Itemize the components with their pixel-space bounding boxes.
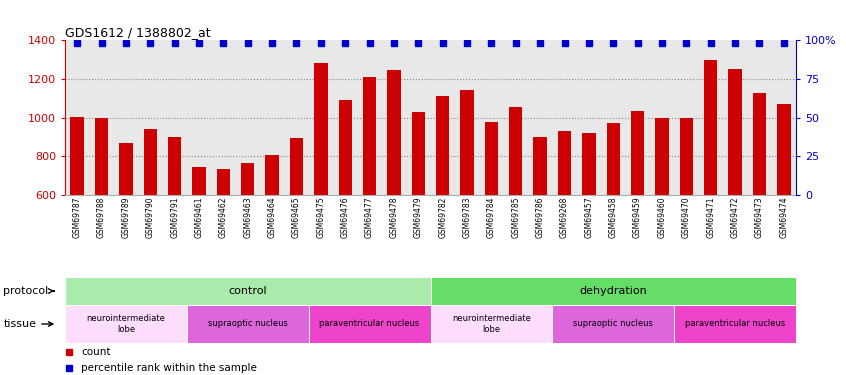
Bar [65,305,187,343]
Bar [266,155,279,195]
Bar [192,168,206,195]
Bar [534,137,547,195]
Bar [656,117,668,195]
Bar [777,104,790,195]
Bar [119,143,133,195]
Bar [217,169,230,195]
Text: neurointermediate
lobe: neurointermediate lobe [452,314,530,334]
Bar [290,138,303,195]
Text: paraventricular nucleus: paraventricular nucleus [320,320,420,328]
Bar [679,117,693,195]
Text: percentile rank within the sample: percentile rank within the sample [81,363,257,373]
Bar [460,90,474,195]
Text: control: control [228,286,267,296]
Text: dehydration: dehydration [580,286,647,296]
Bar [387,70,401,195]
Bar [631,111,645,195]
Text: GDS1612 / 1388802_at: GDS1612 / 1388802_at [65,26,211,39]
Text: supraoptic nucleus: supraoptic nucleus [574,320,653,328]
Bar [582,133,596,195]
Bar [363,77,376,195]
Text: tissue: tissue [3,319,52,329]
Bar [728,69,742,195]
Bar [95,118,108,195]
Bar [485,122,498,195]
Bar [436,96,449,195]
Text: neurointermediate
lobe: neurointermediate lobe [86,314,165,334]
Bar [241,163,255,195]
Bar [412,112,425,195]
Bar [431,277,796,305]
Bar [309,305,431,343]
Bar [509,107,523,195]
Bar [431,305,552,343]
Bar [704,60,717,195]
Text: protocol: protocol [3,286,54,296]
Bar [674,305,796,343]
Text: count: count [81,347,111,357]
Bar [70,117,84,195]
Bar [558,131,571,195]
Bar [187,305,309,343]
Text: paraventricular nucleus: paraventricular nucleus [685,320,785,328]
Bar [314,63,327,195]
Bar [607,123,620,195]
Text: supraoptic nucleus: supraoptic nucleus [208,320,288,328]
Bar [65,277,431,305]
Bar [753,93,766,195]
Bar [144,129,157,195]
Bar [552,305,674,343]
Bar [338,100,352,195]
Bar [168,138,181,195]
